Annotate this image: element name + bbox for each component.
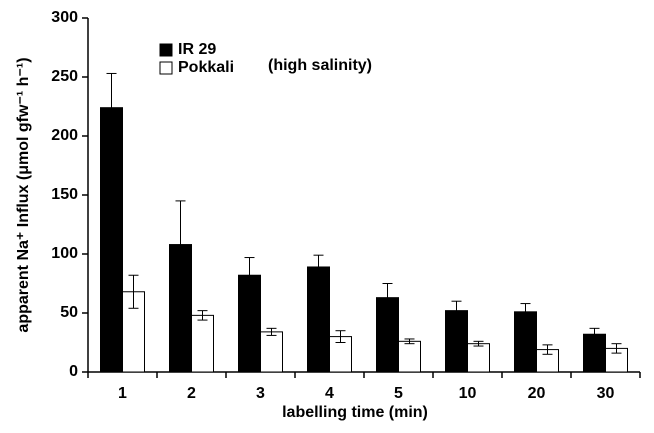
y-axis-title: apparent Na⁺ Influx (μmol gfw⁻¹ h⁻¹) xyxy=(15,57,32,332)
bar xyxy=(100,107,123,373)
bar xyxy=(307,266,330,373)
bar xyxy=(445,310,468,373)
y-tick-label: 250 xyxy=(51,68,78,85)
y-tick-label: 0 xyxy=(69,363,78,380)
x-tick-label: 10 xyxy=(459,385,477,402)
bar xyxy=(169,244,192,373)
y-tick-label: 150 xyxy=(51,186,78,203)
x-tick-label: 5 xyxy=(394,385,403,402)
x-tick-label: 1 xyxy=(118,385,127,402)
bar xyxy=(514,311,537,373)
x-axis-title: labelling time (min) xyxy=(282,404,428,421)
bar xyxy=(260,331,283,373)
x-tick-label: 3 xyxy=(256,385,265,402)
x-tick-label: 30 xyxy=(597,385,615,402)
bar xyxy=(467,343,490,373)
bar xyxy=(583,333,606,373)
annotation: (high salinity) xyxy=(268,57,372,74)
bar xyxy=(238,274,261,373)
legend-swatch xyxy=(159,61,173,75)
legend-label: IR 29 xyxy=(178,41,216,58)
y-tick-label: 50 xyxy=(60,304,78,321)
y-tick-label: 300 xyxy=(51,9,78,26)
y-tick-label: 100 xyxy=(51,245,78,262)
x-tick-label: 20 xyxy=(528,385,546,402)
bar xyxy=(191,314,214,373)
bar xyxy=(376,297,399,373)
legend-swatch xyxy=(159,43,173,57)
x-tick-label: 2 xyxy=(187,385,196,402)
legend-label: Pokkali xyxy=(178,59,234,76)
bar xyxy=(398,340,421,373)
y-tick-label: 200 xyxy=(51,127,78,144)
x-tick-label: 4 xyxy=(325,385,334,402)
